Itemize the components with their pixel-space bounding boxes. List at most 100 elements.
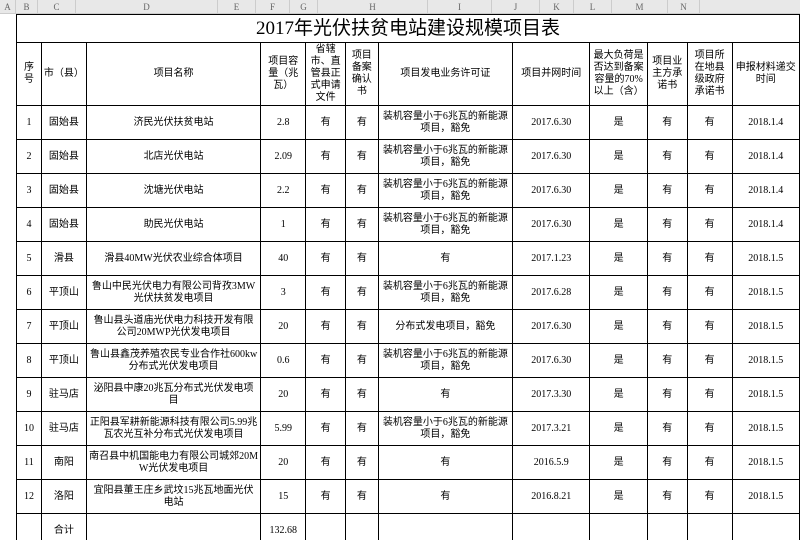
cell-own: 有 [647, 480, 687, 514]
cell-load: 是 [590, 310, 647, 344]
col-header-K: K [540, 0, 574, 13]
cell-city: 固始县 [41, 140, 86, 174]
cell-lic: 装机容量小于6兆瓦的新能源项目，豁免 [378, 174, 513, 208]
table-row: 10驻马店正阳县军耕新能源科技有限公司5.99兆瓦农光互补分布式光伏发电项目5.… [17, 412, 800, 446]
cell-city: 滑县 [41, 242, 86, 276]
cell-grid: 2017.6.30 [513, 140, 590, 174]
table-row: 11南阳南召县中机国能电力有限公司城郊20MW光伏发电项目20有有有2016.5… [17, 446, 800, 480]
cell-name: 鲁山中民光伏电力有限公司背孜3MW光伏扶贫发电项目 [86, 276, 261, 310]
cell-seq: 6 [17, 276, 42, 310]
cell-grid: 2017.6.30 [513, 174, 590, 208]
table-title: 2017年光伏扶贫电站建设规模项目表 [16, 14, 800, 42]
cell-conf: 有 [346, 480, 378, 514]
total-cap: 132.68 [261, 514, 306, 540]
cell-app: 有 [306, 446, 346, 480]
cell-city: 驻马店 [41, 378, 86, 412]
cell-name: 鲁山县鑫茂养殖农民专业合作社600kw分布式光伏发电项目 [86, 344, 261, 378]
table-row: 9驻马店泌阳县中康20兆瓦分布式光伏发电项目20有有有2017.3.30是有有2… [17, 378, 800, 412]
cell-sub: 2018.1.5 [732, 378, 799, 412]
cell-conf: 有 [346, 310, 378, 344]
cell-gov: 有 [687, 378, 732, 412]
cell-conf: 有 [346, 344, 378, 378]
cell-sub: 2018.1.5 [732, 480, 799, 514]
col-11: 申报材料递交时间 [732, 43, 799, 106]
col-header-L: L [574, 0, 612, 13]
cell-load: 是 [590, 140, 647, 174]
cell-city: 固始县 [41, 174, 86, 208]
col-header-M: M [612, 0, 668, 13]
cell-name: 宜阳县董王庄乡武坟15兆瓦地面光伏电站 [86, 480, 261, 514]
table-row: 5滑县滑县40MW光伏农业综合体项目40有有有2017.1.23是有有2018.… [17, 242, 800, 276]
spreadsheet-sheet: ABCDEFGHIJKLMN 2017年光伏扶贫电站建设规模项目表 序号市（县）… [0, 0, 800, 540]
cell-conf: 有 [346, 378, 378, 412]
header-row: 序号市（县）项目名称项目容量（兆瓦）省辖市、直管县正式申请文件项目备案确认书项目… [17, 43, 800, 106]
cell-gov: 有 [687, 344, 732, 378]
cell-grid: 2016.8.21 [513, 480, 590, 514]
col-6: 项目发电业务许可证 [378, 43, 513, 106]
cell-sub: 2018.1.5 [732, 344, 799, 378]
cell-name: 南召县中机国能电力有限公司城郊20MW光伏发电项目 [86, 446, 261, 480]
cell-sub: 2018.1.5 [732, 310, 799, 344]
cell-lic: 有 [378, 242, 513, 276]
table-row: 1固始县济民光伏扶贫电站2.8有有装机容量小于6兆瓦的新能源项目，豁免2017.… [17, 106, 800, 140]
cell-cap: 40 [261, 242, 306, 276]
cell-sub: 2018.1.5 [732, 446, 799, 480]
cell-seq: 2 [17, 140, 42, 174]
cell-sub: 2018.1.4 [732, 208, 799, 242]
cell-load: 是 [590, 276, 647, 310]
cell-own: 有 [647, 276, 687, 310]
cell-sub: 2018.1.4 [732, 140, 799, 174]
cell-app: 有 [306, 106, 346, 140]
cell-gov: 有 [687, 140, 732, 174]
col-3: 项目容量（兆瓦） [261, 43, 306, 106]
col-header-A: A [0, 0, 16, 13]
cell-conf: 有 [346, 446, 378, 480]
cell-app: 有 [306, 480, 346, 514]
cell-lic: 装机容量小于6兆瓦的新能源项目，豁免 [378, 140, 513, 174]
cell-lic: 装机容量小于6兆瓦的新能源项目，豁免 [378, 106, 513, 140]
col-1: 市（县） [41, 43, 86, 106]
cell-name: 泌阳县中康20兆瓦分布式光伏发电项目 [86, 378, 261, 412]
table-row: 12洛阳宜阳县董王庄乡武坟15兆瓦地面光伏电站15有有有2016.8.21是有有… [17, 480, 800, 514]
col-header-N: N [668, 0, 700, 13]
cell-cap: 20 [261, 378, 306, 412]
cell-cap: 20 [261, 446, 306, 480]
cell-own: 有 [647, 174, 687, 208]
cell-grid: 2017.6.30 [513, 344, 590, 378]
cell-conf: 有 [346, 106, 378, 140]
cell-app: 有 [306, 310, 346, 344]
cell-conf: 有 [346, 208, 378, 242]
cell-app: 有 [306, 378, 346, 412]
cell-gov: 有 [687, 106, 732, 140]
sheet-content: 2017年光伏扶贫电站建设规模项目表 序号市（县）项目名称项目容量（兆瓦）省辖市… [16, 14, 800, 540]
cell-cap: 2.8 [261, 106, 306, 140]
cell-own: 有 [647, 446, 687, 480]
cell-seq: 10 [17, 412, 42, 446]
cell-own: 有 [647, 242, 687, 276]
total-label: 合计 [41, 514, 86, 540]
col-7: 项目并网时间 [513, 43, 590, 106]
data-table: 序号市（县）项目名称项目容量（兆瓦）省辖市、直管县正式申请文件项目备案确认书项目… [16, 42, 800, 540]
cell-app: 有 [306, 242, 346, 276]
cell-lic: 装机容量小于6兆瓦的新能源项目，豁免 [378, 208, 513, 242]
cell-app: 有 [306, 208, 346, 242]
cell-sub: 2018.1.5 [732, 412, 799, 446]
col-4: 省辖市、直管县正式申请文件 [306, 43, 346, 106]
cell-cap: 20 [261, 310, 306, 344]
cell-load: 是 [590, 378, 647, 412]
cell-sub: 2018.1.4 [732, 174, 799, 208]
cell-name: 正阳县军耕新能源科技有限公司5.99兆瓦农光互补分布式光伏发电项目 [86, 412, 261, 446]
cell-cap: 0.6 [261, 344, 306, 378]
col-header-H: H [318, 0, 428, 13]
cell-gov: 有 [687, 174, 732, 208]
cell-lic: 装机容量小于6兆瓦的新能源项目，豁免 [378, 344, 513, 378]
cell-city: 平顶山 [41, 344, 86, 378]
cell-own: 有 [647, 310, 687, 344]
cell-city: 洛阳 [41, 480, 86, 514]
cell-load: 是 [590, 344, 647, 378]
cell-load: 是 [590, 480, 647, 514]
cell-name: 滑县40MW光伏农业综合体项目 [86, 242, 261, 276]
table-row: 7平顶山鲁山县头道庙光伏电力科技开发有限公司20MWP光伏发电项目20有有分布式… [17, 310, 800, 344]
cell-name: 鲁山县头道庙光伏电力科技开发有限公司20MWP光伏发电项目 [86, 310, 261, 344]
cell-grid: 2017.1.23 [513, 242, 590, 276]
